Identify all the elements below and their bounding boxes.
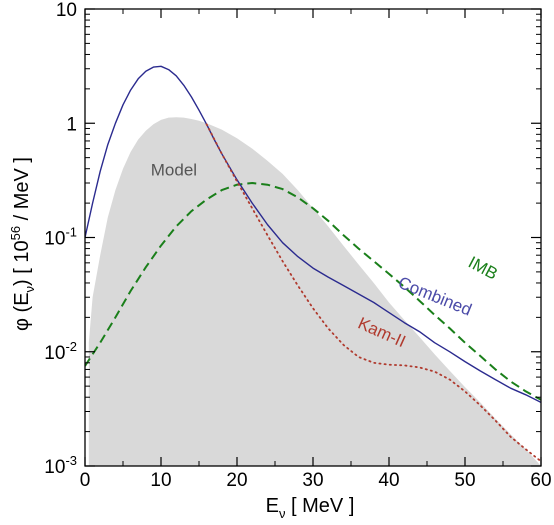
axes-frame xyxy=(84,8,542,467)
y-tick-label: 10 xyxy=(56,0,77,21)
series-line-kam-ii xyxy=(205,123,541,463)
y-tick-label: 1 xyxy=(66,114,77,135)
series-line-combined xyxy=(85,65,541,404)
y-tick-label: 10-1 xyxy=(44,225,77,250)
series-label-imb: IMB xyxy=(465,253,501,284)
series-group xyxy=(85,65,541,466)
y-tick-label: 10-3 xyxy=(44,453,77,478)
x-tick-label: 50 xyxy=(454,470,475,491)
y-axis-title: φ (Eν) [ 1056 / MeV ] xyxy=(8,157,37,331)
plot-area xyxy=(85,65,541,466)
series-label-combined: Combined xyxy=(395,273,474,320)
x-tick-label: 40 xyxy=(378,470,399,491)
x-tick-label: 0 xyxy=(80,470,91,491)
series-label-model: Model xyxy=(151,161,197,180)
y-tick-label: 10-2 xyxy=(44,339,77,364)
x-tick-label: 30 xyxy=(302,470,323,491)
x-axis-title: Eν [ MeV ] xyxy=(266,495,355,521)
x-tick-label: 20 xyxy=(226,470,247,491)
series-line-imb xyxy=(85,182,541,401)
tick-labels: 0 10 20 30 40 50 60 10-3 10-2 10-1 1 10 xyxy=(44,0,551,491)
x-tick-label: 10 xyxy=(150,470,171,491)
x-tick-label: 60 xyxy=(530,470,551,491)
